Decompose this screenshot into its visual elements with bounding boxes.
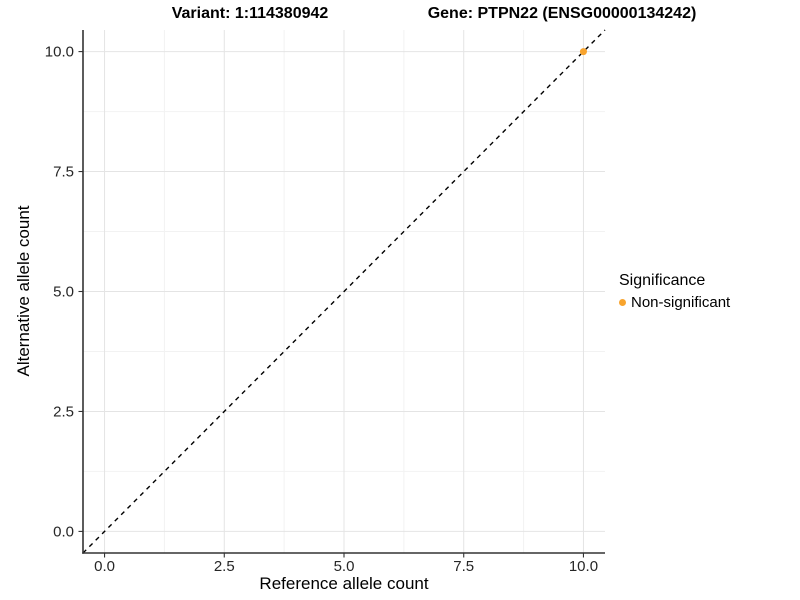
identity-line — [82, 29, 606, 554]
x-tick-label: 2.5 — [214, 558, 235, 575]
legend-item: Non-significant — [619, 294, 730, 311]
y-axis-title: Alternative allele count — [14, 205, 33, 377]
y-tick-label: 0.0 — [53, 523, 74, 540]
y-tick-label: 10.0 — [45, 44, 74, 61]
plot-title-gene: Gene: PTPN22 (ENSG00000134242) — [427, 5, 697, 22]
x-tick-label: 0.0 — [94, 558, 115, 575]
x-tick-label: 7.5 — [453, 558, 474, 575]
data-point — [579, 48, 587, 56]
x-tick-label: 5.0 — [334, 558, 355, 575]
y-tick-label: 5.0 — [53, 284, 74, 301]
legend-title: Significance — [619, 272, 706, 289]
plot-title-variant: Variant: 1:114380942 — [171, 5, 329, 22]
y-tick-label: 7.5 — [53, 164, 74, 181]
legend-item-label: Non-significant — [631, 294, 731, 311]
y-tick-label: 2.5 — [53, 403, 74, 420]
legend: Significance Non-significant — [619, 272, 730, 311]
x-tick-label: 10.0 — [569, 558, 598, 575]
legend-dot-icon — [619, 299, 626, 306]
x-axis-title: Reference allele count — [259, 574, 429, 593]
